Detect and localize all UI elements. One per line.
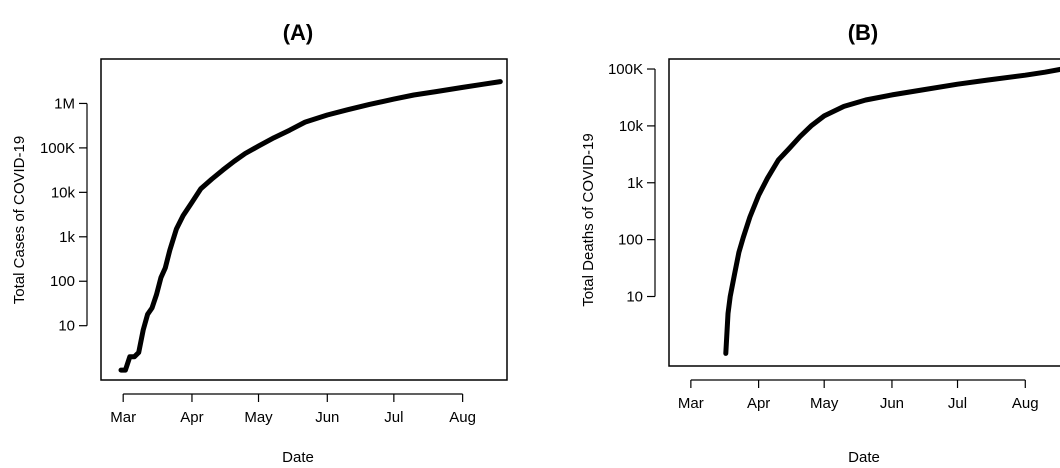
panel-a-plot-frame (100, 58, 508, 381)
y-tick-label: 100 (50, 273, 75, 290)
x-tick-label: Apr (180, 409, 203, 426)
panel-b-plot-frame (668, 58, 1060, 367)
panel-b: (B) Mar Apr May Jun Jul Aug 10 100 1k 10k 100K Dat… (580, 20, 1060, 466)
x-tick-label: Aug (1012, 395, 1039, 412)
y-tick-label: 10k (619, 118, 644, 135)
panel-b-series-line (723, 66, 1060, 356)
x-tick-label: Jul (384, 409, 403, 426)
x-tick-label: Mar (110, 409, 136, 426)
panel-a-x-axis-label: Date (282, 449, 314, 466)
y-tick-label: 10 (626, 289, 643, 306)
x-tick-label: Jul (948, 395, 967, 412)
x-tick-label: May (244, 409, 273, 426)
panel-a-y-axis-label: Total Cases of COVID-19 (11, 136, 28, 304)
x-tick-label: Aug (449, 409, 476, 426)
y-tick-label: 100K (608, 61, 643, 78)
panel-a-ticks: Mar Apr May Jun Jul Aug 10 100 1k 10k 100K 1M (40, 95, 476, 426)
x-tick-label: May (810, 395, 839, 412)
panel-b-x-axis-label: Date (848, 449, 880, 466)
y-tick-label: 1k (627, 175, 643, 192)
x-tick-label: Mar (678, 395, 704, 412)
x-tick-label: Jun (880, 395, 904, 412)
y-tick-label: 10k (51, 184, 76, 201)
panel-a-title: (A) (283, 20, 314, 45)
panel-b-title: (B) (848, 20, 879, 45)
y-tick-label: 100 (618, 232, 643, 249)
y-tick-label: 10 (58, 318, 75, 335)
panel-b-y-axis-label: Total Deaths of COVID-19 (580, 133, 597, 306)
y-tick-label: 1k (59, 229, 75, 246)
x-tick-label: Jun (315, 409, 339, 426)
panel-a-series-line (118, 79, 503, 373)
panel-b-ticks: Mar Apr May Jun Jul Aug 10 100 1k 10k 100K (608, 61, 1039, 412)
x-tick-label: Apr (747, 395, 770, 412)
y-tick-label: 1M (54, 95, 75, 112)
y-tick-label: 100K (40, 140, 75, 157)
panel-a: (A) Mar Apr May Jun Jul Aug 10 100 1k 10k 100K 1M D… (11, 20, 508, 466)
